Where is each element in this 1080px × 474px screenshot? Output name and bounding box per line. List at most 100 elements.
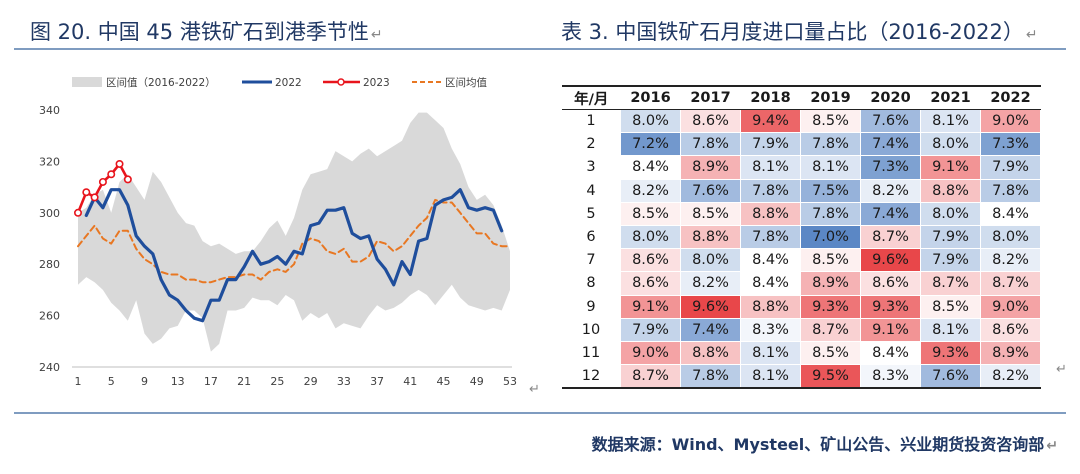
share-cell: 8.2% <box>680 271 741 296</box>
legend-label-mean: 区间均值 <box>445 76 487 89</box>
share-cell: 8.7% <box>920 271 981 296</box>
share-cell: 8.6% <box>980 317 1041 342</box>
month-label: 5 <box>586 205 596 222</box>
share-cell: 9.4% <box>740 108 801 134</box>
share-cell: 8.1% <box>800 155 861 180</box>
x-tick-label: 45 <box>437 375 451 388</box>
table-title: 表 3. 中国铁矿石月度进口量占比（2016-2022） ↵ <box>561 16 1038 46</box>
series-2022-line <box>84 188 504 323</box>
table-row: 4 8.2% 7.6% 7.8% 7.5% 8.2% 8.8% 7.8% <box>562 178 1041 203</box>
year-column-header: 2018 <box>740 85 801 110</box>
import-share-table: 年/月 2016 2017 2018 2019 2020 2021 2022 1 8.0% 8.6… <box>562 85 1041 390</box>
return-mark-icon: ↵ <box>370 27 383 43</box>
legend-marker-2023 <box>337 78 345 86</box>
month-label: 9 <box>586 298 596 315</box>
share-cell: 9.3% <box>800 294 861 319</box>
share-cell: 8.6% <box>680 108 741 134</box>
share-cell: 9.1% <box>620 294 681 319</box>
month-label: 6 <box>586 229 596 246</box>
share-cell: 7.5% <box>800 178 861 203</box>
share-cell: 7.9% <box>740 132 801 157</box>
share-cell: 9.6% <box>680 294 741 319</box>
share-cell: 8.2% <box>980 364 1041 390</box>
share-cell: 7.9% <box>620 317 681 342</box>
share-cell: 8.1% <box>740 155 801 180</box>
return-mark-icon: ↵ <box>529 382 540 397</box>
month-label: 10 <box>581 321 601 338</box>
table-row: 9 9.1% 9.6% 8.8% 9.3% 9.3% 8.5% 9.0% <box>562 294 1041 319</box>
chart-title-text: 图 20. 中国 45 港铁矿石到港季节性 <box>30 20 369 44</box>
x-tick-label: 21 <box>237 375 251 388</box>
legend-swatch-range <box>72 77 102 87</box>
share-cell: 8.8% <box>680 340 741 366</box>
table-row: 12 8.7% 7.8% 8.1% 9.5% 8.3% 7.6% 8.2% <box>562 364 1041 390</box>
y-tick-label: 340 <box>39 104 60 117</box>
x-tick-label: 33 <box>337 375 351 388</box>
share-cell: 8.5% <box>920 294 981 319</box>
y-tick-label: 320 <box>39 155 60 168</box>
share-cell: 9.1% <box>860 317 921 342</box>
share-cell: 8.7% <box>860 224 921 250</box>
share-cell: 8.0% <box>980 224 1041 250</box>
year-column-header: 2022 <box>980 85 1041 110</box>
share-cell: 8.5% <box>800 248 861 273</box>
source-text: 数据来源：Wind、Mysteel、矿山公告、兴业期货投资咨询部 <box>591 435 1045 454</box>
share-cell: 7.6% <box>680 178 741 203</box>
share-cell: 9.5% <box>800 364 861 390</box>
share-cell: 7.4% <box>680 317 741 342</box>
share-cell: 8.8% <box>680 224 741 250</box>
share-cell: 7.8% <box>800 132 861 157</box>
y-tick-label: 300 <box>39 207 60 220</box>
share-cell: 9.3% <box>920 340 981 366</box>
share-cell: 8.7% <box>620 364 681 390</box>
series-2023-point <box>73 208 82 217</box>
series-2023-point <box>107 170 116 179</box>
share-cell: 8.0% <box>920 201 981 226</box>
source-note: 数据来源：Wind、Mysteel、矿山公告、兴业期货投资咨询部 ↵ <box>592 431 1058 455</box>
share-cell: 8.1% <box>740 364 801 390</box>
y-tick-label: 260 <box>39 310 60 323</box>
share-cell: 8.6% <box>620 271 681 296</box>
share-cell: 8.2% <box>620 178 681 203</box>
x-tick-label: 53 <box>503 375 517 388</box>
share-cell: 7.8% <box>680 132 741 157</box>
share-cell: 8.4% <box>860 340 921 366</box>
table-corner-header: 年/月 <box>562 85 621 110</box>
table-row: 5 8.5% 8.5% 8.8% 7.8% 7.4% 8.0% 8.4% <box>562 201 1041 226</box>
share-cell: 7.3% <box>860 155 921 180</box>
share-cell: 8.0% <box>620 224 681 250</box>
share-cell: 8.5% <box>680 201 741 226</box>
table-header-row: 年/月 2016 2017 2018 2019 2020 2021 2022 <box>562 85 1041 110</box>
legend-label-2023: 2023 <box>363 77 390 89</box>
share-cell: 8.8% <box>740 294 801 319</box>
return-mark-icon: ↵ <box>1046 438 1058 454</box>
year-column-header: 2021 <box>920 85 981 110</box>
share-cell: 9.3% <box>860 294 921 319</box>
share-cell: 8.5% <box>800 340 861 366</box>
share-cell: 8.5% <box>620 201 681 226</box>
x-tick-label: 25 <box>270 375 284 388</box>
month-label: 11 <box>581 344 601 361</box>
share-cell: 8.8% <box>920 178 981 203</box>
share-cell: 8.7% <box>980 271 1041 296</box>
share-cell: 7.6% <box>920 364 981 390</box>
share-cell: 8.0% <box>680 248 741 273</box>
share-cell: 8.1% <box>920 108 981 134</box>
legend-label-2022: 2022 <box>275 77 302 89</box>
share-cell: 8.4% <box>740 271 801 296</box>
share-cell: 8.8% <box>740 201 801 226</box>
year-column-header: 2016 <box>620 85 681 110</box>
table-row: 11 9.0% 8.8% 8.1% 8.5% 8.4% 9.3% 8.9% <box>562 340 1041 366</box>
year-column-header: 2017 <box>680 85 741 110</box>
table-row: 6 8.0% 8.8% 7.8% 7.0% 8.7% 7.9% 8.0% <box>562 224 1041 250</box>
bottom-divider <box>14 412 1066 414</box>
share-cell: 7.8% <box>800 201 861 226</box>
share-cell: 8.0% <box>920 132 981 157</box>
share-cell: 8.3% <box>740 317 801 342</box>
share-cell: 8.2% <box>860 178 921 203</box>
share-cell: 7.9% <box>920 248 981 273</box>
table-title-text: 表 3. 中国铁矿石月度进口量占比（2016-2022） <box>561 20 1024 44</box>
share-cell: 7.6% <box>860 108 921 134</box>
share-cell: 8.9% <box>980 340 1041 366</box>
range-band-area <box>78 112 510 352</box>
